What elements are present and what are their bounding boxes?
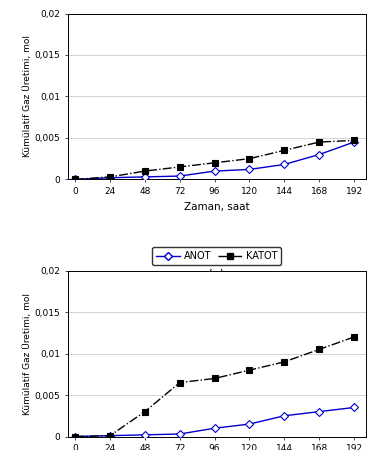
Y-axis label: Kümülatif Gaz Üretimi, mol: Kümülatif Gaz Üretimi, mol [23, 292, 32, 414]
Y-axis label: Kümülatif Gaz Üretimi, mol: Kümülatif Gaz Üretimi, mol [23, 36, 32, 158]
Text: (a): (a) [208, 269, 225, 282]
X-axis label: Zaman, saat: Zaman, saat [184, 202, 250, 211]
Legend: ANOT, KATOT: ANOT, KATOT [152, 248, 281, 265]
